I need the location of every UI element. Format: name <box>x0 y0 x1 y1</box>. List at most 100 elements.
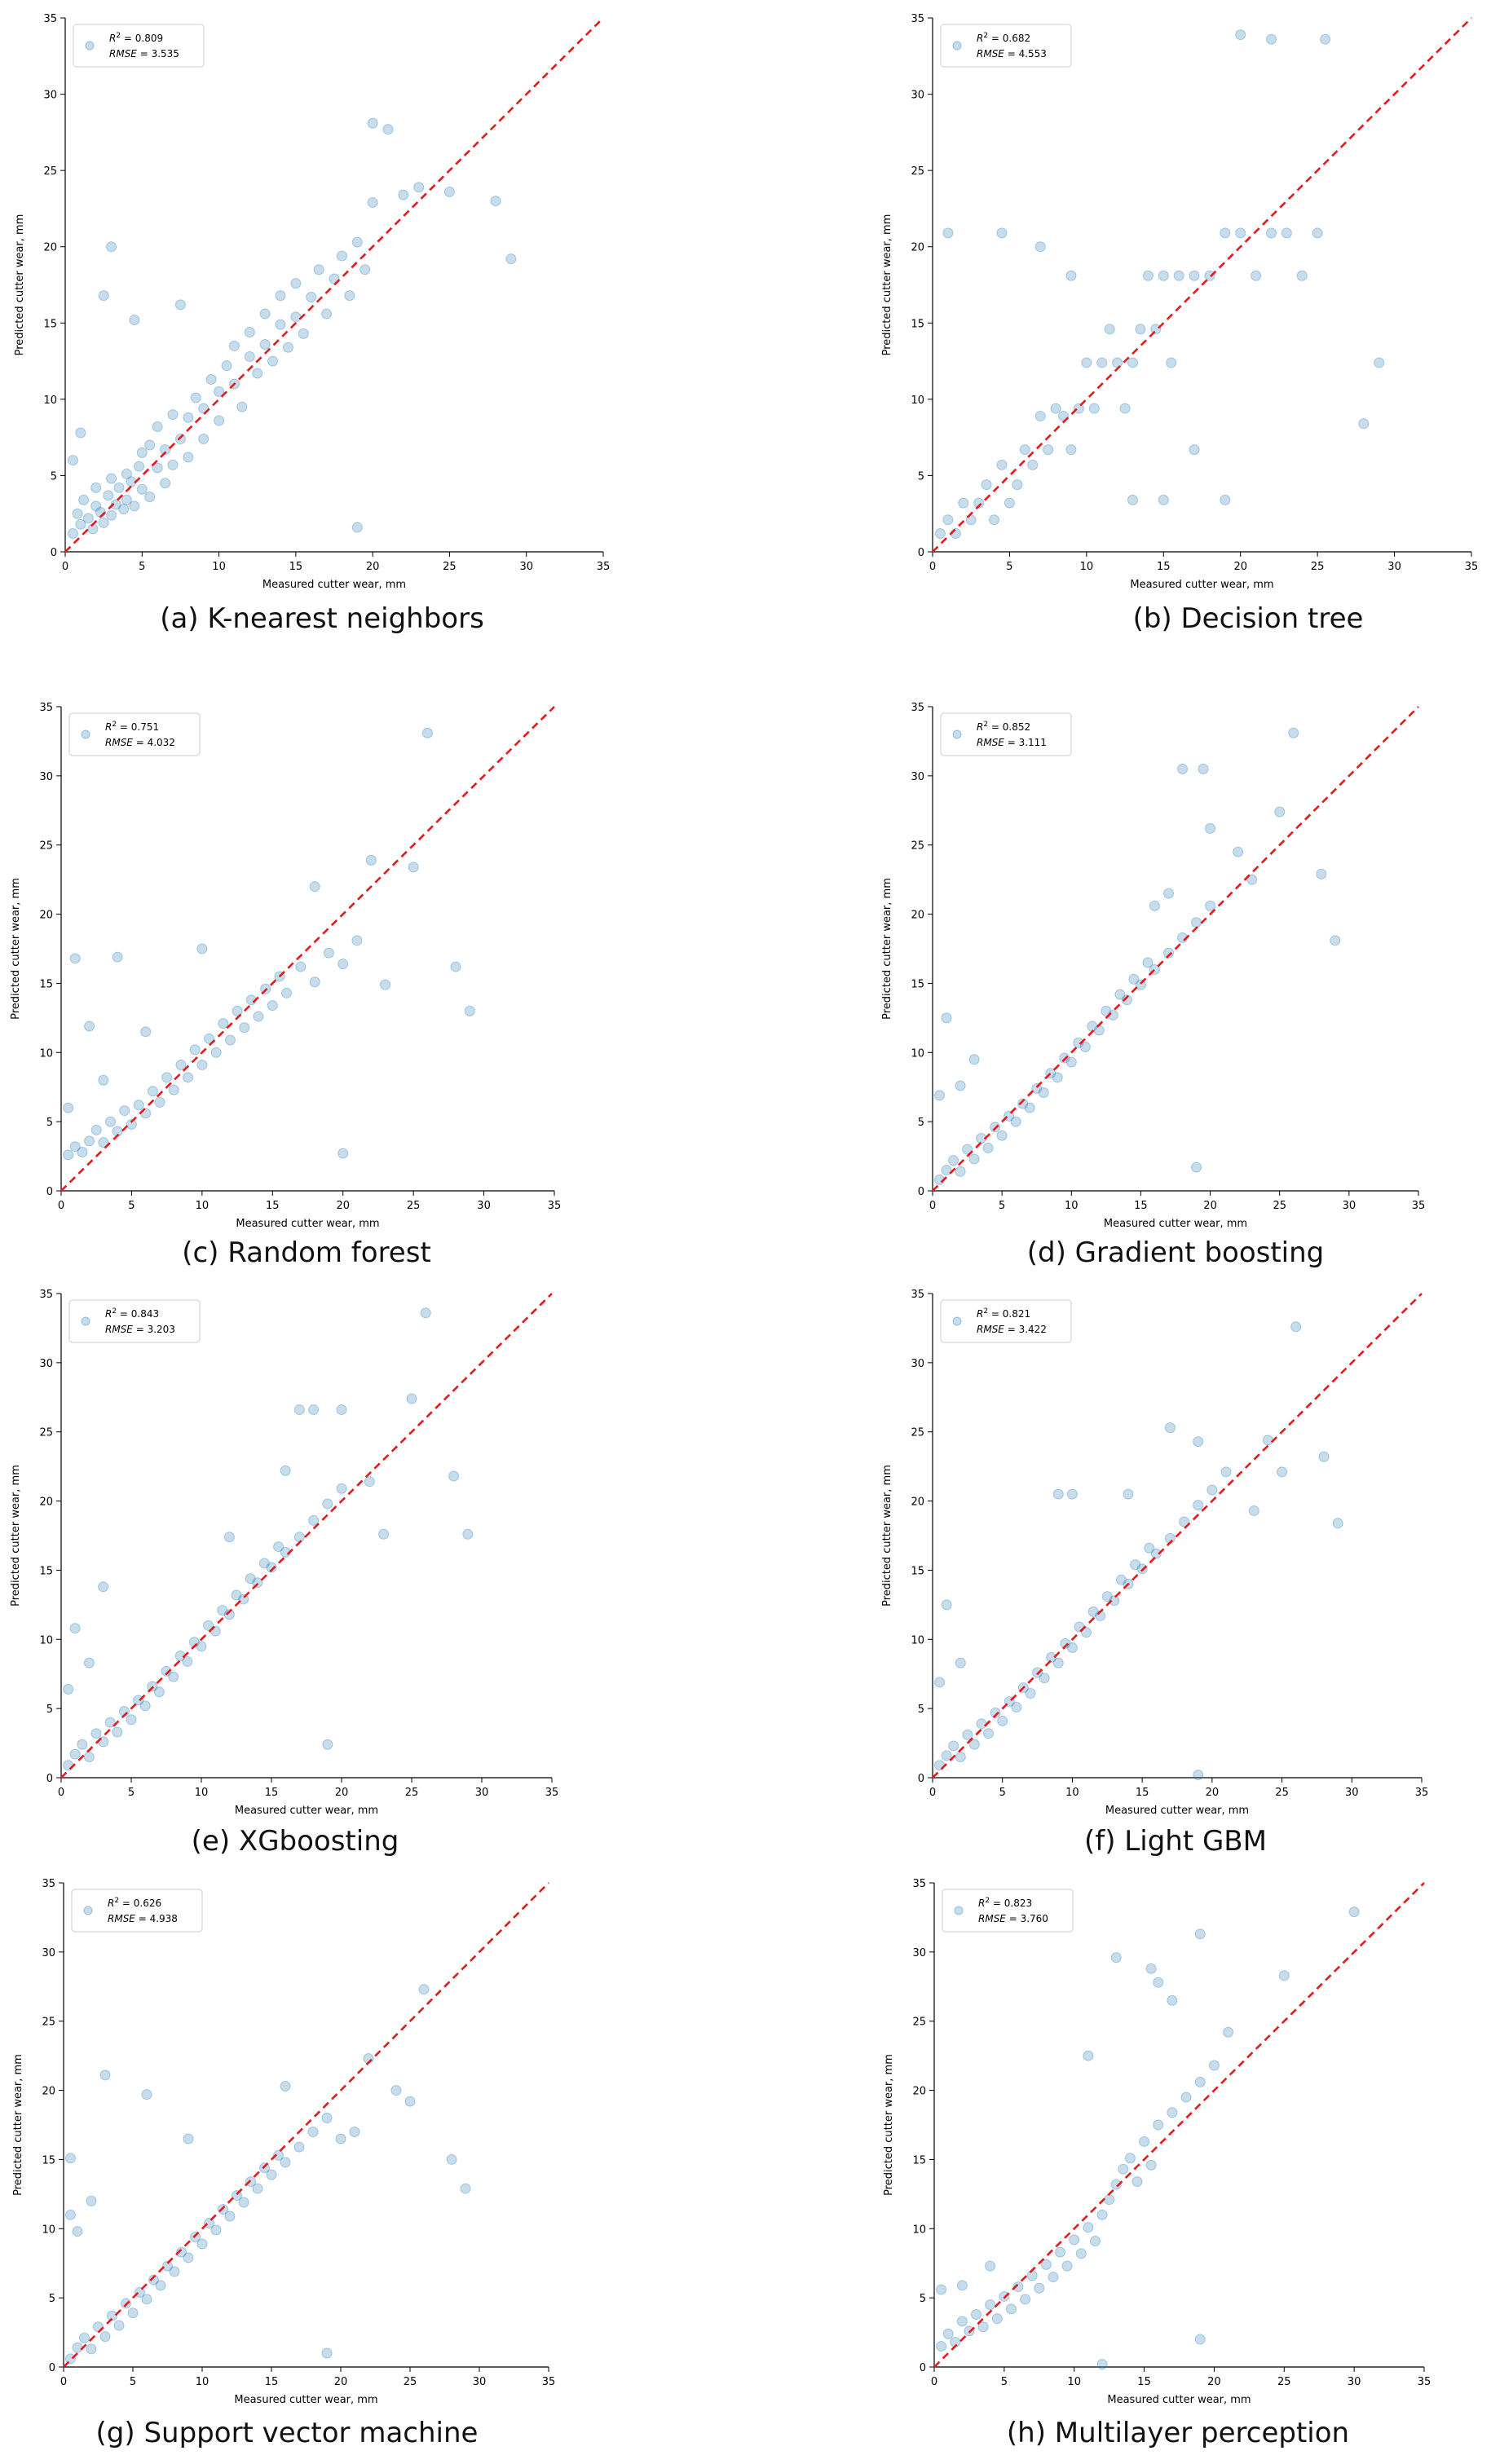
legend-marker <box>83 1906 93 1915</box>
scatter-point <box>364 1476 375 1488</box>
scatter-point <box>378 1528 390 1540</box>
scatter-point <box>460 2183 471 2194</box>
reference-line <box>932 17 1472 553</box>
scatter-point <box>1189 270 1200 281</box>
scatter-point <box>1121 994 1132 1006</box>
scatter-point <box>267 355 279 367</box>
scatter-point <box>1191 917 1202 928</box>
scatter-point <box>990 1707 1001 1718</box>
panel-caption: (b) Decision tree <box>1133 602 1364 635</box>
scatter-point <box>367 196 378 208</box>
scatter-point <box>941 1599 952 1611</box>
scatter-point <box>942 514 954 526</box>
scatter-point <box>63 1149 74 1161</box>
legend-marker <box>952 1316 962 1326</box>
scatter-point <box>968 1739 980 1750</box>
scatter-point <box>63 1683 74 1695</box>
scatter-point <box>98 517 109 528</box>
scatter-point <box>398 189 409 201</box>
scatter-point <box>86 2195 97 2206</box>
scatter-point <box>1115 1574 1127 1585</box>
scatter-point <box>418 1984 430 1995</box>
scatter-point <box>298 328 309 339</box>
scatter-point <box>390 2085 402 2096</box>
x-axis-label: Measured cutter wear, mm <box>1107 2394 1251 2406</box>
reference-line <box>63 1882 549 2368</box>
x-tick-label: 35 <box>1465 561 1479 573</box>
scatter-point <box>1191 1161 1202 1173</box>
scatter-point <box>232 1005 243 1016</box>
scatter-point <box>976 1718 987 1730</box>
y-tick-label: 0 <box>918 1186 924 1198</box>
scatter-point <box>112 951 123 963</box>
scatter-point <box>239 1022 250 1034</box>
scatter-point <box>313 264 324 275</box>
scatter-point <box>1066 1488 1078 1500</box>
x-tick-label: 0 <box>929 1787 936 1799</box>
x-axis-label: Measured cutter wear, mm <box>262 579 406 591</box>
scatter-point <box>1118 2163 1129 2175</box>
y-tick-label: 15 <box>911 978 924 990</box>
scatter-point <box>351 935 363 946</box>
scatter-point <box>1096 2209 1108 2220</box>
scatter-point <box>175 1060 187 1071</box>
x-tick-label: 35 <box>1418 2376 1431 2388</box>
scatter-point <box>1288 727 1299 738</box>
scatter-point <box>1248 1505 1259 1516</box>
scatter-point <box>65 2153 76 2164</box>
scatter-point <box>210 1047 222 1058</box>
scatter-point <box>1142 270 1154 281</box>
scatter-point <box>259 308 271 320</box>
x-tick-label: 10 <box>196 1200 210 1212</box>
legend-r2: R2 = 0.682 <box>977 32 1030 44</box>
x-tick-label: 5 <box>1001 2376 1008 2388</box>
scatter-point <box>183 2133 194 2144</box>
x-axis-label: Measured cutter wear, mm <box>1130 579 1273 591</box>
scatter-point <box>90 1124 102 1135</box>
scatter-point <box>205 374 217 386</box>
legend-r2: R2 = 0.852 <box>977 721 1030 733</box>
chart-panel: 0 5 10 15 20 25 30 35 0 5 10 15 20 25 30 35 Measured cut… <box>10 1289 558 1858</box>
scatter-point <box>1109 1595 1120 1607</box>
scatter-point <box>958 497 969 509</box>
scatter-point <box>1316 868 1327 879</box>
scatter-point <box>956 2280 968 2291</box>
scatter-point <box>84 1135 95 1147</box>
x-axis-label: Measured cutter wear, mm <box>1105 1805 1249 1817</box>
legend-marker <box>85 41 95 51</box>
scatter-point <box>139 1700 151 1712</box>
scatter-point <box>147 1086 158 1097</box>
y-tick-label: 25 <box>42 2017 55 2029</box>
y-tick-label: 15 <box>39 1565 53 1577</box>
scatter-point <box>1034 410 1046 421</box>
scatter-point <box>1150 324 1162 335</box>
y-axis-label: Predicted cutter wear, mm <box>881 878 893 1020</box>
scatter-point <box>1112 357 1123 368</box>
scatter-point <box>337 959 349 970</box>
x-tick-label: 30 <box>1343 1200 1356 1212</box>
x-tick-label: 10 <box>195 1787 209 1799</box>
scatter-point <box>1040 2259 1052 2270</box>
scatter-point <box>282 342 293 353</box>
scatter-point <box>152 421 163 433</box>
scatter-point <box>1265 227 1277 239</box>
x-tick-label: 25 <box>407 1200 421 1212</box>
scatter-point <box>218 1018 229 1029</box>
x-tick-label: 20 <box>1233 561 1247 573</box>
scatter-point <box>238 2197 249 2208</box>
scatter-point <box>293 1532 305 1543</box>
scatter-point <box>322 1498 333 1510</box>
scatter-point <box>1135 324 1146 335</box>
y-tick-label: 35 <box>911 13 924 25</box>
x-tick-label: 25 <box>1311 561 1325 573</box>
scatter-point <box>153 1686 165 1698</box>
scatter-point <box>1235 29 1246 41</box>
scatter-point <box>1167 2107 1178 2118</box>
x-tick-label: 15 <box>1136 1787 1149 1799</box>
scatter-point <box>1114 989 1126 1000</box>
scatter-point <box>133 1100 144 1111</box>
scatter-point <box>160 444 171 456</box>
x-axis-label: Measured cutter wear, mm <box>1104 1218 1247 1230</box>
y-tick-label: 10 <box>43 395 57 407</box>
scatter-point <box>996 227 1008 239</box>
